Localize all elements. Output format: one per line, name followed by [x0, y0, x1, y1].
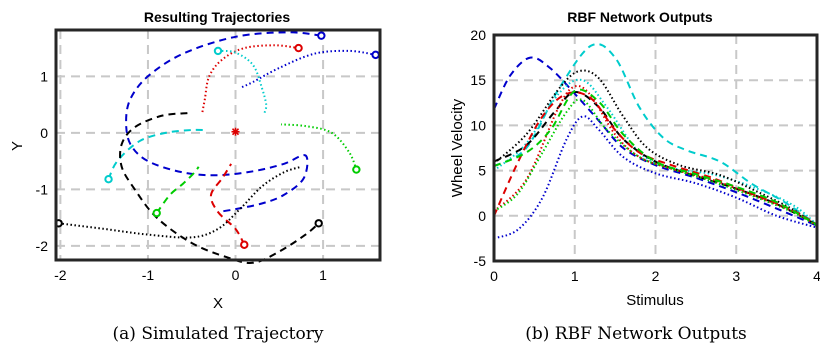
series-line	[493, 78, 818, 226]
series-line	[493, 43, 818, 226]
series-line	[125, 31, 322, 213]
series-line	[493, 56, 818, 227]
series-line	[280, 123, 358, 170]
series-lines	[58, 31, 376, 264]
y-axis-label: Wheel Velocity	[449, 98, 466, 197]
series-line	[240, 49, 376, 89]
endpoint-marker	[294, 43, 303, 53]
endpoint-marker	[314, 219, 323, 228]
y-tick-label: 1	[40, 68, 48, 84]
chart-trajectories: Resulting Trajectories -2 -1 0 1 -2 -1 0 1 X Y	[9, 9, 382, 312]
endpoint-marker	[104, 174, 113, 184]
y-tick-label: 10	[470, 117, 486, 133]
grid	[494, 35, 817, 261]
endpoint-marker	[213, 46, 223, 56]
endpoint-marker	[371, 50, 380, 60]
series-line	[493, 115, 818, 240]
caption-b: (b) RBF Network Outputs	[525, 324, 747, 344]
caption-a: (a) Simulated Trajectory	[113, 324, 324, 344]
series-line	[209, 163, 246, 246]
x-tick-label: 1	[319, 267, 327, 283]
series-line	[155, 166, 200, 214]
x-tick-label: 0	[490, 268, 498, 284]
x-tick-label: 4	[813, 268, 820, 284]
origin-marker	[231, 127, 240, 136]
x-tick-label: -2	[54, 267, 67, 283]
y-tick-label: 0	[40, 125, 48, 141]
y-tick-label: 20	[470, 27, 486, 43]
y-tick-label: -1	[36, 181, 49, 197]
series-line	[201, 44, 299, 114]
tick-labels: -2 -1 0 1 -2 -1 0 1	[36, 68, 328, 283]
endpoint-marker	[352, 165, 361, 174]
y-tick-label: -2	[36, 238, 49, 254]
series-line	[217, 49, 268, 114]
series-line	[119, 112, 320, 264]
series-lines	[493, 43, 818, 240]
series-line	[493, 88, 818, 226]
x-axis-label: X	[213, 295, 223, 312]
x-tick-label: 0	[232, 267, 240, 283]
x-axis-label: Stimulus	[626, 292, 684, 309]
y-tick-label: 5	[478, 163, 486, 179]
grid	[56, 30, 380, 260]
y-axis-label: Y	[9, 141, 26, 151]
x-tick-label: 2	[652, 268, 660, 284]
axes-box	[492, 33, 819, 263]
chart-title: Resulting Trajectories	[144, 9, 290, 25]
y-tick-label: 0	[478, 208, 486, 224]
endpoint-marker	[317, 31, 326, 40]
series-line	[107, 128, 205, 180]
series-line	[493, 84, 818, 227]
x-tick-label: 1	[571, 268, 579, 284]
plot-area	[56, 30, 380, 260]
y-tick-label: 15	[470, 72, 486, 88]
x-tick-label: -1	[142, 267, 155, 283]
endpoint-marker	[152, 208, 161, 218]
endpoint-marker	[240, 240, 249, 249]
chart-title: RBF Network Outputs	[567, 9, 713, 25]
axes-box	[54, 28, 382, 262]
x-tick-label: 3	[732, 268, 740, 284]
y-tick-label: -5	[474, 253, 487, 269]
